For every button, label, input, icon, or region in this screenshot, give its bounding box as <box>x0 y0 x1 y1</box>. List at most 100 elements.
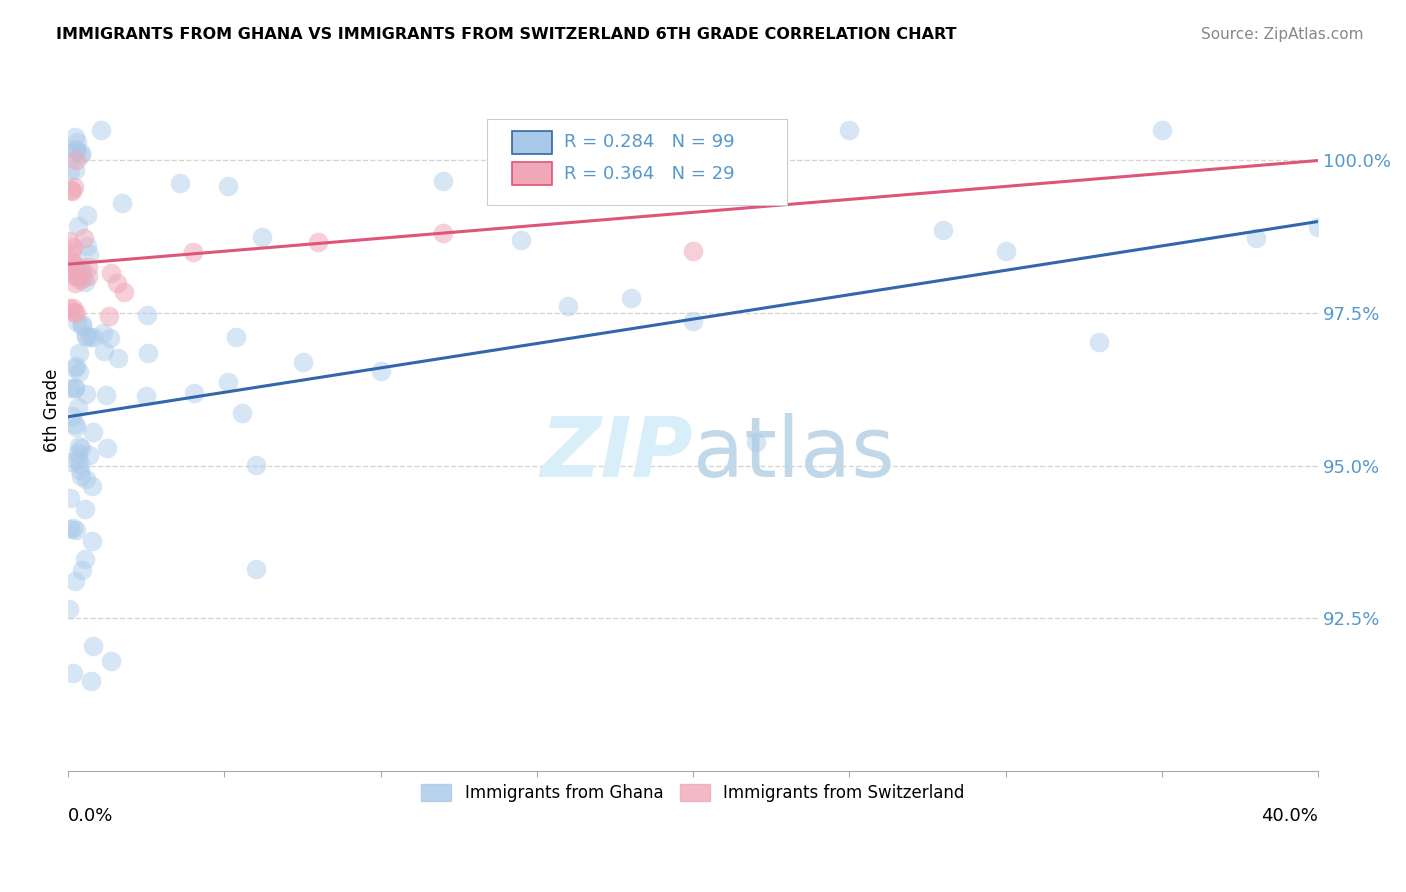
Legend: Immigrants from Ghana, Immigrants from Switzerland: Immigrants from Ghana, Immigrants from S… <box>415 778 972 809</box>
Point <box>107 351 129 365</box>
Point <box>682 314 704 328</box>
Point <box>231 406 253 420</box>
Point <box>59 522 82 536</box>
Point <box>73 230 96 244</box>
Point <box>136 308 159 322</box>
Point <box>432 174 454 188</box>
Point <box>59 253 82 268</box>
Point <box>77 260 100 274</box>
Point <box>65 306 87 320</box>
Point <box>225 329 247 343</box>
Text: R = 0.284   N = 99: R = 0.284 N = 99 <box>564 133 735 151</box>
Point <box>65 420 87 434</box>
Bar <box>512 162 551 186</box>
Point <box>370 364 392 378</box>
Point <box>245 562 267 576</box>
Point <box>67 219 90 233</box>
Point <box>682 244 704 259</box>
Point <box>67 346 90 360</box>
Point <box>557 299 579 313</box>
Point <box>245 458 267 473</box>
Point <box>66 136 89 150</box>
Point <box>82 330 104 344</box>
Point <box>60 183 83 197</box>
Point <box>65 417 87 432</box>
Point <box>307 235 329 250</box>
Point <box>72 262 94 277</box>
Point <box>62 184 84 198</box>
Point <box>1244 231 1267 245</box>
Point <box>169 176 191 190</box>
Point <box>67 452 90 467</box>
Text: 0.0%: 0.0% <box>67 807 114 825</box>
Point <box>77 247 100 261</box>
Point <box>73 502 96 516</box>
Bar <box>512 130 551 153</box>
Point <box>67 400 90 414</box>
Point <box>63 180 86 194</box>
Point <box>58 301 80 315</box>
Point <box>69 148 91 162</box>
Point <box>77 448 100 462</box>
Point <box>98 331 121 345</box>
Point <box>67 263 90 277</box>
Y-axis label: 6th Grade: 6th Grade <box>44 369 60 452</box>
Point <box>80 674 103 689</box>
Point <box>79 330 101 344</box>
Point <box>82 639 104 653</box>
Point <box>62 301 84 316</box>
Point <box>59 381 82 395</box>
Point <box>112 285 135 300</box>
Point <box>62 521 84 535</box>
Point <box>63 381 86 395</box>
Point <box>96 441 118 455</box>
Point <box>82 425 104 440</box>
Point <box>63 361 86 376</box>
Point <box>100 654 122 668</box>
Point <box>94 388 117 402</box>
Point <box>82 479 104 493</box>
Point <box>75 329 97 343</box>
Point <box>100 266 122 280</box>
Point <box>72 318 94 332</box>
Point <box>76 239 98 253</box>
Point <box>69 273 91 287</box>
Point <box>63 305 86 319</box>
Point <box>60 145 83 160</box>
Text: ZIP: ZIP <box>540 413 693 494</box>
Point <box>65 276 87 290</box>
Point <box>63 268 86 283</box>
Point <box>62 256 84 270</box>
Point <box>291 355 314 369</box>
Point <box>65 523 87 537</box>
Text: atlas: atlas <box>693 413 894 494</box>
Point <box>66 446 89 460</box>
Text: R = 0.364   N = 29: R = 0.364 N = 29 <box>564 165 735 183</box>
Point <box>217 375 239 389</box>
Point <box>69 463 91 477</box>
Point <box>932 223 955 237</box>
FancyBboxPatch shape <box>486 119 787 205</box>
Point <box>994 244 1017 259</box>
Point <box>75 472 97 486</box>
Point <box>65 259 87 273</box>
Point <box>135 389 157 403</box>
Point <box>58 602 80 616</box>
Point <box>60 409 83 424</box>
Point <box>62 240 84 254</box>
Point <box>65 145 87 159</box>
Point <box>65 162 87 177</box>
Point <box>58 263 80 277</box>
Point <box>59 244 82 259</box>
Point <box>75 387 97 401</box>
Point <box>77 269 100 284</box>
Point <box>69 458 91 472</box>
Point <box>65 381 87 395</box>
Point <box>620 292 643 306</box>
Point <box>67 365 90 379</box>
Point <box>838 123 860 137</box>
Point <box>76 208 98 222</box>
Point <box>65 359 87 374</box>
Point <box>1150 123 1173 137</box>
Point <box>66 315 89 329</box>
